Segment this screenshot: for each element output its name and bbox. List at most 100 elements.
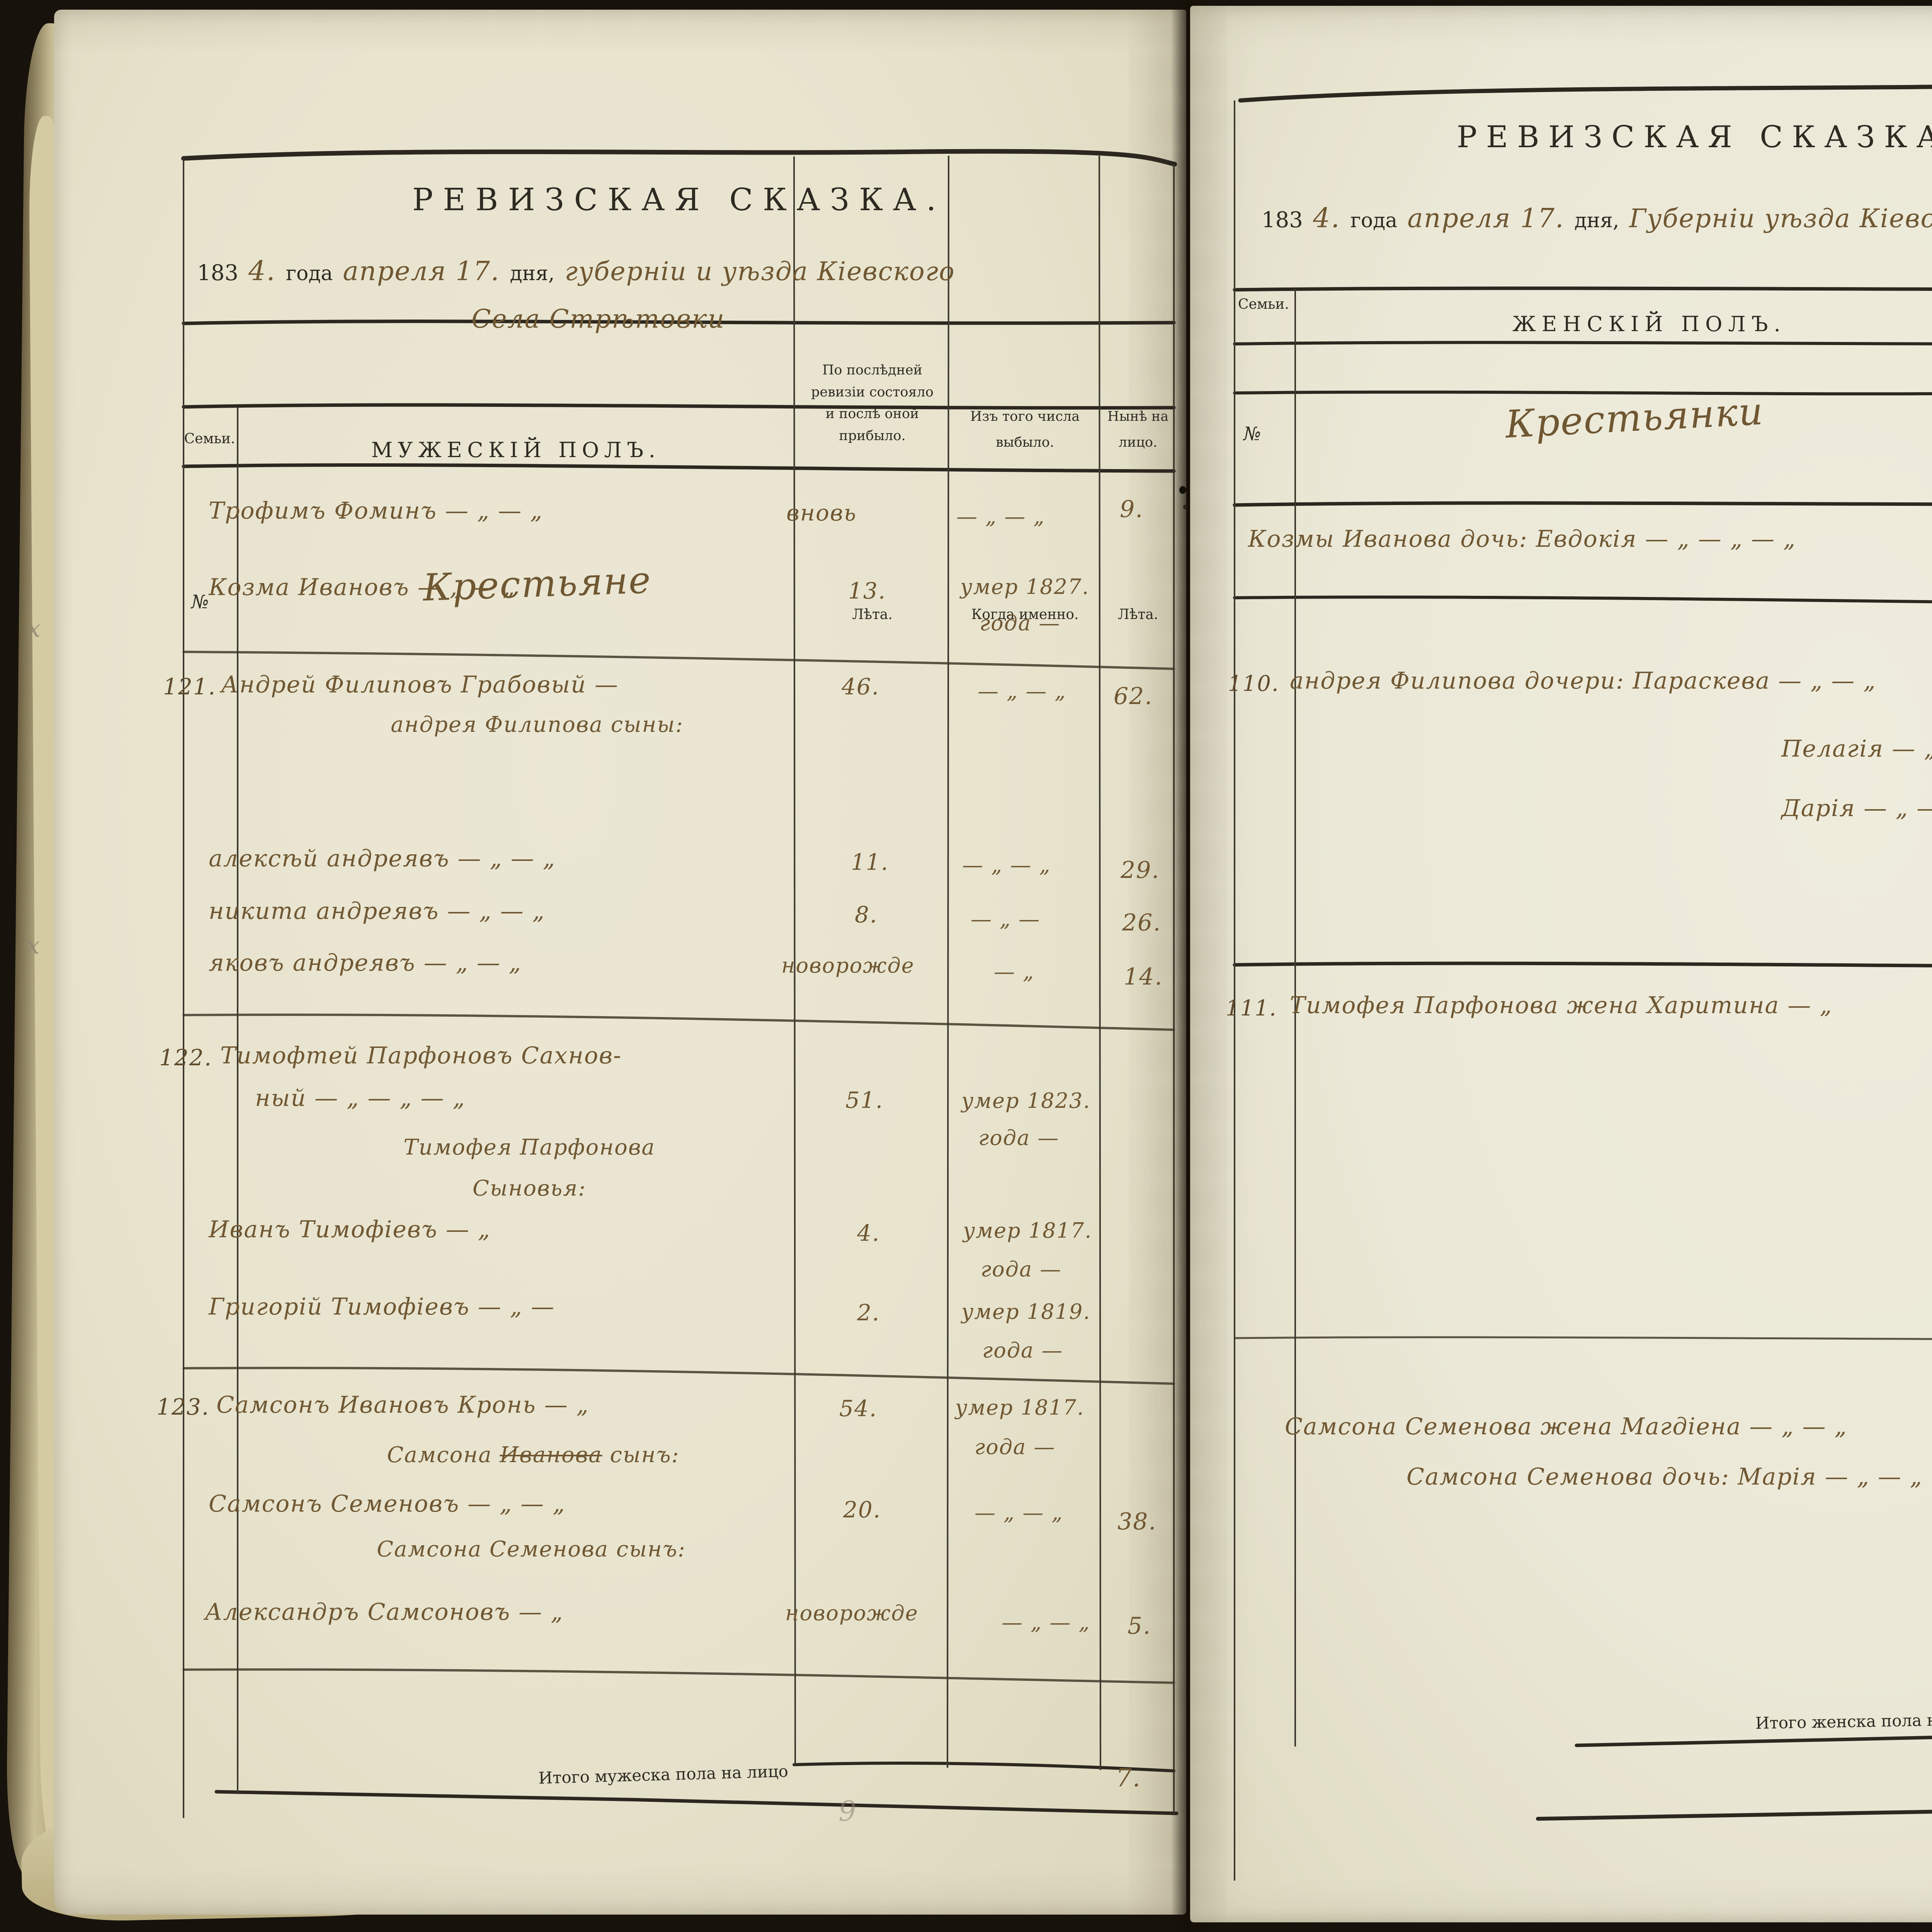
row-name: Пелагія — „ — „ bbox=[1781, 735, 1932, 762]
date-place: губерніи и уѣзда Кіевского bbox=[565, 257, 955, 286]
date-line: 183 4. года апреля 17. дня, губерніи и у… bbox=[197, 255, 955, 287]
date-year: 4. bbox=[1313, 202, 1340, 234]
page-title: РЕВИЗСКАЯ СКАЗКА. bbox=[412, 182, 946, 218]
row-age-now: 26. bbox=[1122, 909, 1162, 936]
row-age-prev: новорожде bbox=[785, 1601, 918, 1625]
row-name: никита андреявъ — „ — „ bbox=[209, 898, 545, 925]
row-left-when: — „ — „ bbox=[978, 679, 1066, 703]
row-name: андрея Филипова дочери: Параскева — „ — … bbox=[1290, 667, 1876, 694]
margin-cross-1: х bbox=[27, 614, 41, 643]
row-age-prev: 13. bbox=[848, 578, 886, 604]
page-title: РЕВИЗСКАЯ СКАЗКА. bbox=[1456, 120, 1932, 155]
subheading-struck: Иванова bbox=[500, 1442, 602, 1468]
date-prefix: 183 bbox=[197, 260, 238, 286]
right-table-grid bbox=[1233, 85, 1932, 1881]
row-left-when: умер 1827. bbox=[960, 575, 1090, 599]
row-name: Самсонъ Ивановъ Кронь — „ bbox=[216, 1391, 589, 1418]
right-page: 191 РЕВИЗСКАЯ СКАЗКА. 183 4. года апреля… bbox=[1190, 6, 1932, 1922]
row-left-when: умер 1823. bbox=[961, 1088, 1091, 1113]
col-now: Нынѣ на лицо. bbox=[1107, 409, 1169, 450]
col-left-sub: Когда именно. bbox=[971, 607, 1079, 622]
col-prev-sub: Лѣта. bbox=[852, 607, 893, 622]
row-left-when-2: года — bbox=[982, 1338, 1063, 1362]
row-left-when: — „ — „ bbox=[1002, 1610, 1090, 1634]
col-no: № bbox=[191, 591, 209, 613]
gutter-ink-dot bbox=[1179, 486, 1186, 494]
row-family-no: 122. bbox=[159, 1044, 213, 1071]
date-dnya: дня, bbox=[1574, 209, 1619, 232]
col-prev-revision: По послѣдней ревизіи состояло и послѣ он… bbox=[811, 362, 934, 444]
row-subheading: Тимофея Парфонова bbox=[403, 1135, 655, 1160]
date-prefix: 183 bbox=[1262, 207, 1303, 233]
row-age-prev: вновь bbox=[786, 500, 857, 526]
row-name: Трофимъ Фоминъ — „ — „ bbox=[209, 497, 543, 524]
row-subheading-2: Сыновья: bbox=[472, 1176, 587, 1201]
date-goda: года bbox=[286, 262, 333, 285]
left-table-grid bbox=[181, 149, 1179, 1818]
row-age-prev: 46. bbox=[842, 673, 880, 700]
row-left-when-2: года — bbox=[980, 611, 1061, 635]
row-age-prev: 11. bbox=[851, 849, 889, 875]
row-family-no: 110. bbox=[1228, 671, 1279, 696]
col-no: № bbox=[1243, 423, 1261, 445]
row-left-when: — „ bbox=[994, 959, 1035, 984]
date-goda: года bbox=[1350, 209, 1398, 232]
row-family-no: 121. bbox=[163, 673, 216, 700]
row-age-prev: 2. bbox=[857, 1299, 880, 1326]
subheading-pre: Самсона bbox=[387, 1442, 500, 1468]
row-name: Козма Ивановъ — „ — „ bbox=[209, 574, 515, 601]
col-departed: Изъ того числа выбыло. bbox=[970, 409, 1080, 450]
subheading-post: сынъ: bbox=[602, 1442, 680, 1468]
row-name: Григорій Тимофіевъ — „ — bbox=[209, 1293, 555, 1320]
row-age-prev: 54. bbox=[839, 1395, 878, 1422]
date-line-2: Села Стрѣтовки bbox=[471, 304, 725, 334]
date-month-day: апреля 17. bbox=[343, 256, 500, 287]
row-left-when-2: года — bbox=[975, 1435, 1056, 1459]
gutter-ink-dot-2 bbox=[1183, 505, 1187, 509]
row-left-when-2: года — bbox=[978, 1126, 1060, 1150]
row-age-prev: 51. bbox=[845, 1087, 884, 1113]
row-subheading: Самсона Семенова сынъ: bbox=[377, 1537, 686, 1562]
row-left-when: — „ — „ bbox=[962, 853, 1051, 877]
row-age-now: 29. bbox=[1121, 857, 1160, 884]
row-age-prev: новорожде bbox=[781, 953, 915, 978]
total-value: 7. bbox=[1116, 1764, 1141, 1793]
row-left-when: умер 1817. bbox=[963, 1218, 1092, 1243]
row-subheading: андрея Филипова сыны: bbox=[391, 712, 684, 737]
row-left-when: умер 1817. bbox=[955, 1395, 1085, 1420]
row-left-when: — „ — „ bbox=[956, 504, 1045, 529]
date-line: 183 4. года апреля 17. дня, Губерніи уѣз… bbox=[1262, 202, 1932, 234]
row-name-cont: ный — „ — „ — „ bbox=[255, 1085, 466, 1112]
date-year: 4. bbox=[248, 255, 276, 287]
left-page: РЕВИЗСКАЯ СКАЗКА. 183 4. года апреля 17.… bbox=[54, 10, 1186, 1915]
row-name: Тимофея Парфонова жена Харитина — „ bbox=[1290, 992, 1833, 1019]
col-family: Семьи. bbox=[184, 431, 235, 447]
date-dnya: дня, bbox=[510, 262, 555, 285]
pencil-note: 9 bbox=[838, 1795, 856, 1827]
row-name: яковъ андреявъ — „ — „ bbox=[209, 949, 522, 976]
row-name: Александръ Самсоновъ — „ bbox=[205, 1599, 564, 1626]
date-place: Губерніи уѣзда Кіевского Села bbox=[1629, 204, 1932, 233]
col-male-title: МУЖЕСКІЙ ПОЛЪ. bbox=[371, 438, 661, 462]
row-age-now: 14. bbox=[1124, 963, 1163, 990]
row-age-now: 38. bbox=[1117, 1508, 1157, 1535]
row-name: Иванъ Тимофіевъ — „ bbox=[209, 1216, 491, 1243]
row-name: Андрей Филиповъ Грабовый — bbox=[221, 671, 619, 698]
row-left-when: — „ — bbox=[971, 907, 1041, 931]
row-name: Тимофтей Парфоновъ Сахнов- bbox=[220, 1042, 622, 1069]
row-name: Самсона Семенова дочь: Марія — „ — „ bbox=[1406, 1463, 1923, 1490]
row-name: Дарія — „ — „ bbox=[1781, 795, 1932, 822]
row-name: Козмы Иванова дочь: Евдокія — „ — „ — „ bbox=[1248, 526, 1796, 553]
row-age-prev: 4. bbox=[857, 1220, 880, 1246]
row-name: Самсонъ Семеновъ — „ — „ bbox=[209, 1490, 566, 1517]
row-age-now: 62. bbox=[1114, 683, 1153, 710]
row-subheading: Самсона Иванова сынъ: bbox=[301, 1442, 765, 1468]
row-name: Самсона Семенова жена Магдіена — „ — „ bbox=[1285, 1413, 1847, 1440]
row-age-prev: 8. bbox=[855, 901, 878, 928]
margin-cross-2: х bbox=[26, 931, 40, 959]
row-age-now: 5. bbox=[1128, 1612, 1151, 1639]
row-left-when-2: года — bbox=[981, 1257, 1062, 1281]
row-age-now: 9. bbox=[1120, 496, 1144, 523]
col-now-sub: Лѣта. bbox=[1117, 607, 1158, 622]
